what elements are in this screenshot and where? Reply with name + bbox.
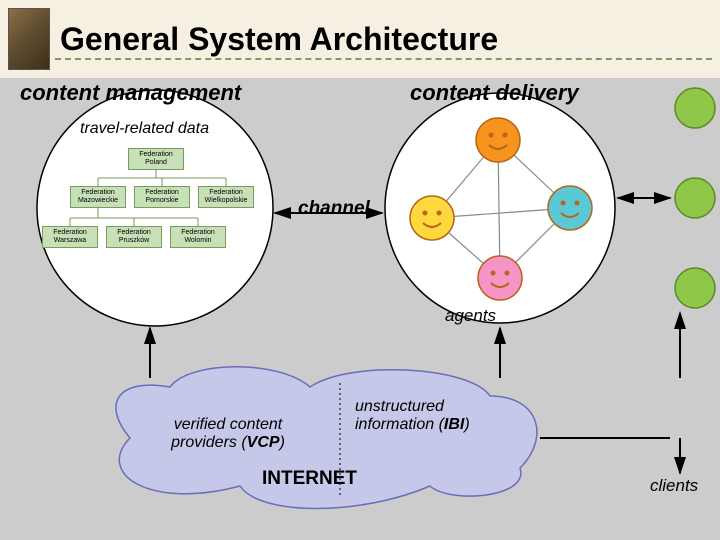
diagram-area: content management content delivery trav… [0, 78, 720, 540]
federation-box: Federation Mazowieckie [70, 186, 126, 208]
federation-box: Federation Wielkopolskie [198, 186, 254, 208]
header-divider [55, 58, 712, 60]
label-clients: clients [650, 476, 698, 496]
label-agents: agents [445, 306, 496, 326]
label-content-delivery: content delivery [410, 80, 579, 106]
label-channel: channel [298, 198, 370, 220]
page-title: General System Architecture [60, 21, 498, 58]
label-vcp: verified content providers (VCP) [148, 416, 308, 452]
header: General System Architecture [0, 0, 720, 78]
federation-box: Federation Pomorskie [134, 186, 190, 208]
architecture-diagram [0, 78, 720, 540]
federation-box: Federation Poland [128, 148, 184, 170]
label-travel-data: travel-related data [80, 120, 209, 138]
federation-box: Federation Warszawa [42, 226, 98, 248]
federation-box: Federation Pruszków [106, 226, 162, 248]
header-decorative-icon [8, 8, 50, 70]
federation-box: Federation Wolomin [170, 226, 226, 248]
label-internet: INTERNET [262, 468, 357, 490]
label-ibi: unstructured information (IBI) [355, 398, 500, 434]
label-content-management: content management [20, 80, 241, 106]
